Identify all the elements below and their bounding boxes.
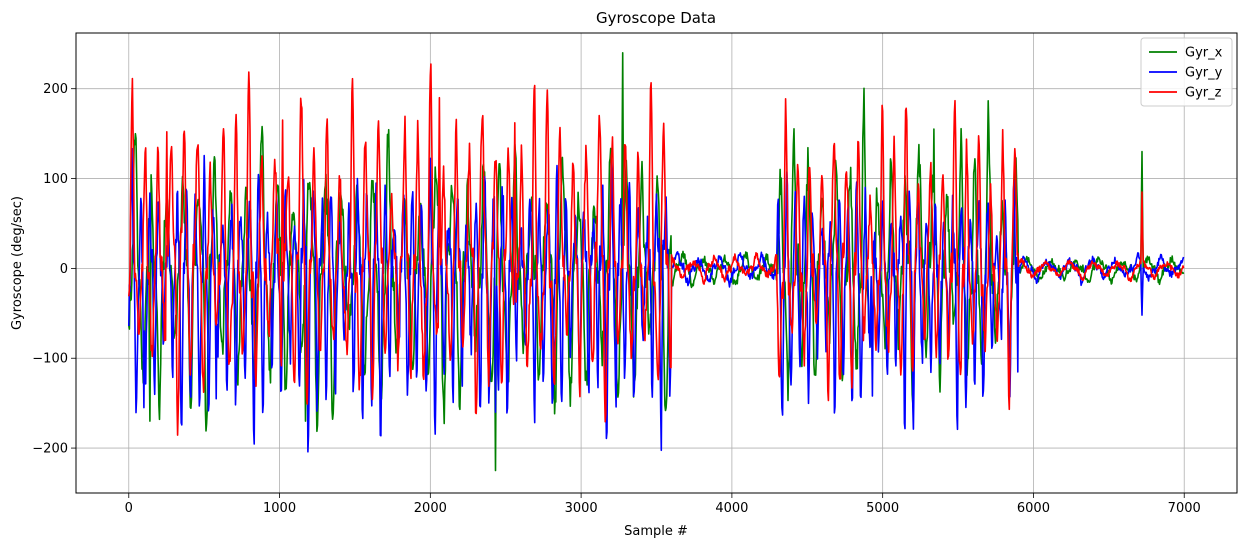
x-tick-label: 5000 bbox=[866, 501, 899, 516]
y-axis-label: Gyroscope (deg/sec) bbox=[10, 196, 25, 330]
x-axis-ticks: 0 1000 2000 3000 4000 5000 6000 7000 bbox=[125, 493, 1201, 516]
legend-box bbox=[1140, 37, 1233, 107]
series-line-gyr-z bbox=[128, 63, 1185, 436]
legend-label-gyr-z: Gyr_z bbox=[1185, 86, 1222, 101]
y-axis-ticks: −200 −100 0 100 200 bbox=[32, 82, 76, 457]
legend-label-gyr-y: Gyr_y bbox=[1185, 66, 1223, 81]
y-tick-label: 0 bbox=[60, 262, 68, 277]
x-tick-label: 3000 bbox=[565, 501, 598, 516]
y-tick-label: −200 bbox=[32, 442, 68, 457]
plot-area bbox=[128, 52, 1185, 472]
plot-frame bbox=[75, 32, 1238, 494]
x-tick-label: 0 bbox=[125, 501, 133, 516]
x-tick-label: 6000 bbox=[1017, 501, 1050, 516]
x-axis-label: Sample # bbox=[624, 524, 688, 539]
x-tick-label: 7000 bbox=[1168, 501, 1201, 516]
legend-label-gyr-x: Gyr_x bbox=[1185, 46, 1223, 61]
legend: Gyr_x Gyr_y Gyr_z bbox=[1140, 37, 1233, 107]
y-tick-label: −100 bbox=[32, 352, 68, 367]
chart-title: Gyroscope Data bbox=[596, 9, 716, 27]
x-tick-label: 4000 bbox=[715, 501, 748, 516]
x-tick-label: 2000 bbox=[414, 501, 447, 516]
series-lines bbox=[128, 52, 1185, 472]
y-tick-label: 100 bbox=[43, 172, 68, 187]
x-tick-label: 1000 bbox=[263, 501, 296, 516]
y-tick-label: 200 bbox=[43, 82, 68, 97]
